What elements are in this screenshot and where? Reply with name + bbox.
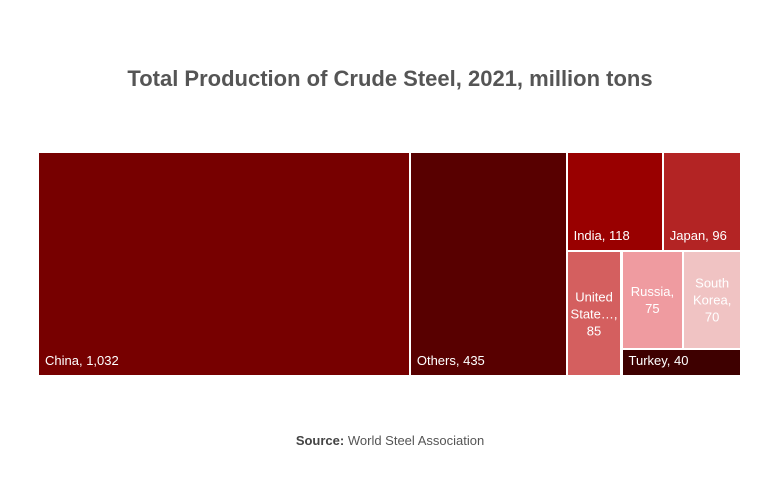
source-text: World Steel Association [347, 433, 485, 448]
cell-label: United State… 85 [570, 288, 619, 339]
source: Source: World Steel Association [0, 433, 780, 448]
category-label: Others [417, 353, 463, 368]
value-label: 75 [645, 301, 660, 316]
treemap-cell: India118 [566, 152, 663, 252]
cell-label: South Korea70 [686, 275, 738, 326]
cell-label: China1,032 [45, 352, 405, 369]
treemap-cell: United State… 85 [566, 251, 622, 376]
cell-label: Turkey40 [629, 352, 736, 369]
value-label: 85 [586, 323, 602, 338]
category-label: Japan [670, 228, 713, 243]
value-label: 96 [712, 228, 727, 244]
source-label: Source: [295, 433, 345, 448]
treemap: China1,032 Others435 India118 Japan96 United… [38, 152, 741, 376]
cell-label: India118 [574, 227, 658, 244]
category-label: Turkey [629, 353, 675, 368]
cell-label: Japan96 [670, 227, 736, 244]
cell-label: Russia 75 [625, 283, 681, 317]
category-label: United State… [571, 289, 618, 321]
value-label: 70 [704, 309, 720, 325]
value-label: 435 [463, 353, 485, 368]
category-label: China [45, 353, 86, 368]
category-label: South Korea [693, 276, 731, 308]
treemap-cell: China1,032 [38, 152, 410, 376]
value-label: 1,032 [86, 353, 119, 368]
category-label: Russia [631, 284, 674, 299]
value-label: 40 [674, 352, 689, 368]
chart-title: Total Production of Crude Steel, 2021, m… [127, 66, 653, 91]
value-label: 118 [609, 228, 630, 244]
cell-label: Others435 [417, 352, 562, 369]
treemap-cell: South Korea70 [683, 251, 741, 349]
treemap-cell: Japan96 [662, 152, 741, 252]
treemap-cell: Turkey40 [621, 348, 741, 376]
treemap-cell: Others435 [409, 152, 567, 376]
treemap-cell: Russia 75 [621, 251, 684, 349]
category-label: India [574, 228, 609, 243]
